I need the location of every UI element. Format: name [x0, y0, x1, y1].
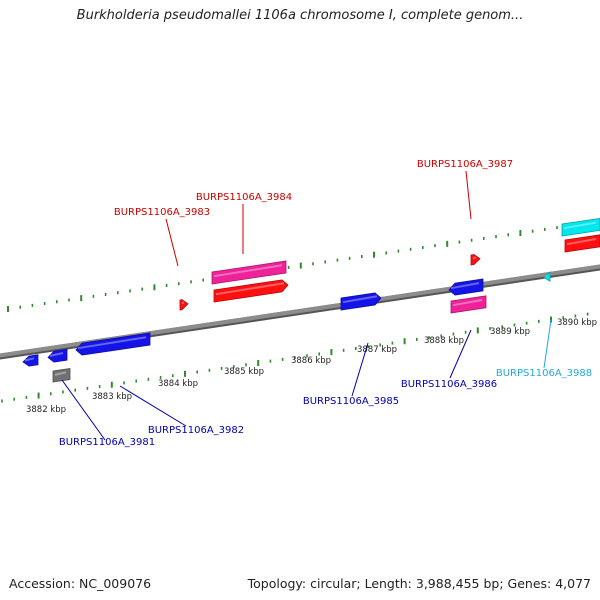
gene-3985-shine: [342, 295, 378, 304]
gene-3983: [179, 299, 189, 311]
gene-label: BURPS1106A_3981: [59, 437, 155, 448]
gene-3982-large-shine: [77, 336, 147, 350]
gene-3981-small-shine: [24, 357, 35, 362]
map-title: Burkholderia pseudomallei 1106a chromoso…: [76, 8, 524, 23]
gene-3988-cyan: [561, 217, 600, 237]
gene-3988-small: [543, 271, 551, 282]
gene-3981-gray-shine: [54, 371, 67, 376]
scale-label: 3889 kbp: [490, 327, 530, 337]
scale-label: 3885 kbp: [224, 367, 264, 377]
scale-label: 3890 kbp: [557, 318, 597, 328]
accession-text: Accession: NC_009076: [9, 576, 152, 591]
leader-line: [61, 379, 106, 441]
scale-label: 3884 kbp: [158, 379, 198, 389]
leader-line: [165, 218, 179, 267]
gene-3983-shine: [181, 301, 185, 305]
leader-line: [449, 329, 472, 379]
gene-label: BURPS1106A_3988: [496, 368, 592, 379]
gene-label: BURPS1106A_3983: [114, 207, 210, 218]
gene-3981-gray: [52, 368, 71, 383]
scale-label: 3887 kbp: [357, 345, 397, 355]
scale-label: 3882 kbp: [26, 405, 66, 415]
gene-3984-magenta-shine: [213, 264, 283, 278]
gene-3988-cyan-shine: [563, 221, 597, 230]
gene-3986-magenta: [450, 295, 487, 314]
topology-summary: Topology: circular; Length: 3,988,455 bp…: [247, 576, 591, 591]
scale-label: 3883 kbp: [92, 392, 132, 402]
leader-line: [543, 319, 552, 369]
gene-label: BURPS1106A_3985: [303, 396, 399, 407]
gene-3982-mid-shine: [49, 352, 64, 357]
gene-label: BURPS1106A_3984: [196, 192, 292, 203]
gene-label: BURPS1106A_3986: [401, 379, 497, 390]
gene-3982-large: [75, 332, 151, 356]
outer-tick-track: [7, 219, 595, 312]
gene-3986-blue: [448, 278, 484, 296]
gene-3986-blue-shine: [450, 282, 480, 290]
gene-3981-small: [22, 354, 39, 367]
gene-label: BURPS1106A_3982: [148, 425, 244, 436]
gene-label: BURPS1106A_3987: [417, 159, 513, 170]
scale-labels: 3882 kbp 3883 kbp 3884 kbp 3885 kbp 3886 kbp…: [26, 318, 597, 415]
gene-3988-red: [564, 234, 600, 253]
scale-label: 3886 kbp: [291, 356, 331, 366]
gene-3987: [470, 254, 481, 266]
leader-line: [351, 342, 369, 397]
gene-3985: [340, 292, 382, 311]
gene-3984-red: [213, 279, 289, 303]
inner-tick-track: [1, 312, 589, 403]
leader-line: [119, 385, 187, 427]
gene-features: [22, 217, 600, 383]
gene-3986-magenta-shine: [452, 299, 483, 307]
scale-label: 3888 kbp: [424, 336, 464, 346]
gene-3988-red-shine: [566, 238, 597, 246]
gene-3984-magenta: [211, 260, 287, 285]
leader-line: [465, 170, 472, 220]
gene-3987-shine: [472, 256, 477, 260]
gene-3982-mid: [47, 348, 68, 363]
gene-3984-red-shine: [215, 282, 285, 296]
